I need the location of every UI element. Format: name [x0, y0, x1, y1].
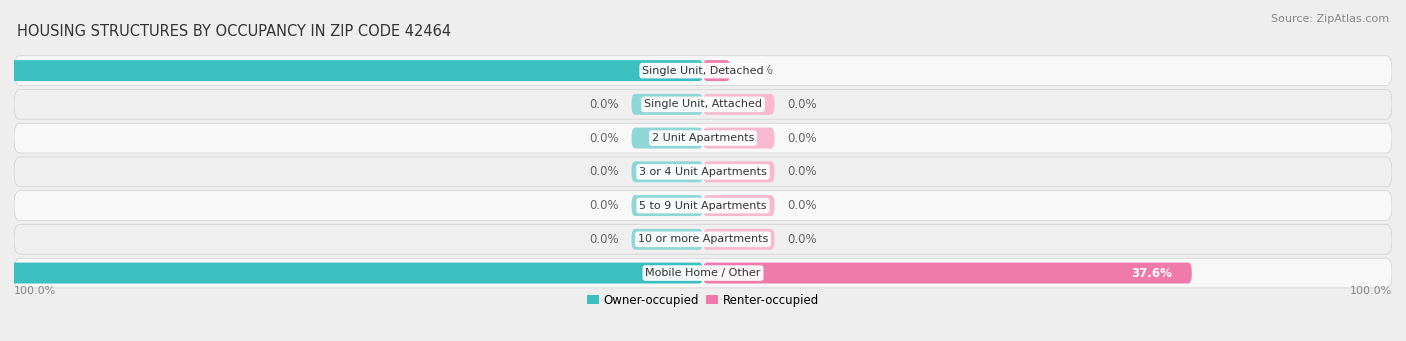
Text: HOUSING STRUCTURES BY OCCUPANCY IN ZIP CODE 42464: HOUSING STRUCTURES BY OCCUPANCY IN ZIP C… [17, 24, 451, 39]
Text: 5 to 9 Unit Apartments: 5 to 9 Unit Apartments [640, 201, 766, 211]
Text: 0.0%: 0.0% [589, 233, 619, 246]
Text: 10 or more Apartments: 10 or more Apartments [638, 234, 768, 244]
Text: 0.0%: 0.0% [787, 233, 817, 246]
Text: 100.0%: 100.0% [1350, 286, 1392, 296]
Text: 0.0%: 0.0% [589, 98, 619, 111]
Text: 37.6%: 37.6% [1132, 267, 1173, 280]
Legend: Owner-occupied, Renter-occupied: Owner-occupied, Renter-occupied [582, 289, 824, 311]
FancyBboxPatch shape [631, 128, 703, 149]
Text: Single Unit, Detached: Single Unit, Detached [643, 65, 763, 76]
Text: 0.0%: 0.0% [589, 132, 619, 145]
FancyBboxPatch shape [631, 161, 703, 182]
Text: Source: ZipAtlas.com: Source: ZipAtlas.com [1271, 14, 1389, 24]
FancyBboxPatch shape [14, 157, 1392, 187]
FancyBboxPatch shape [703, 161, 775, 182]
Text: 0.0%: 0.0% [787, 165, 817, 178]
Text: 0.0%: 0.0% [589, 165, 619, 178]
FancyBboxPatch shape [703, 229, 775, 250]
Text: 2.1%: 2.1% [744, 64, 773, 77]
Text: 0.0%: 0.0% [787, 199, 817, 212]
FancyBboxPatch shape [703, 60, 730, 81]
FancyBboxPatch shape [14, 56, 1392, 86]
Text: 0.0%: 0.0% [787, 98, 817, 111]
FancyBboxPatch shape [14, 191, 1392, 220]
Text: Single Unit, Attached: Single Unit, Attached [644, 99, 762, 109]
FancyBboxPatch shape [14, 258, 1392, 288]
FancyBboxPatch shape [631, 94, 703, 115]
FancyBboxPatch shape [703, 195, 775, 216]
FancyBboxPatch shape [0, 263, 703, 283]
FancyBboxPatch shape [703, 94, 775, 115]
FancyBboxPatch shape [14, 89, 1392, 119]
Text: 2 Unit Apartments: 2 Unit Apartments [652, 133, 754, 143]
FancyBboxPatch shape [631, 229, 703, 250]
FancyBboxPatch shape [631, 195, 703, 216]
FancyBboxPatch shape [0, 60, 703, 81]
Text: 0.0%: 0.0% [787, 132, 817, 145]
Text: Mobile Home / Other: Mobile Home / Other [645, 268, 761, 278]
FancyBboxPatch shape [14, 123, 1392, 153]
Text: 3 or 4 Unit Apartments: 3 or 4 Unit Apartments [640, 167, 766, 177]
Text: 0.0%: 0.0% [589, 199, 619, 212]
FancyBboxPatch shape [703, 263, 1192, 283]
FancyBboxPatch shape [14, 224, 1392, 254]
FancyBboxPatch shape [703, 128, 775, 149]
Text: 100.0%: 100.0% [14, 286, 56, 296]
